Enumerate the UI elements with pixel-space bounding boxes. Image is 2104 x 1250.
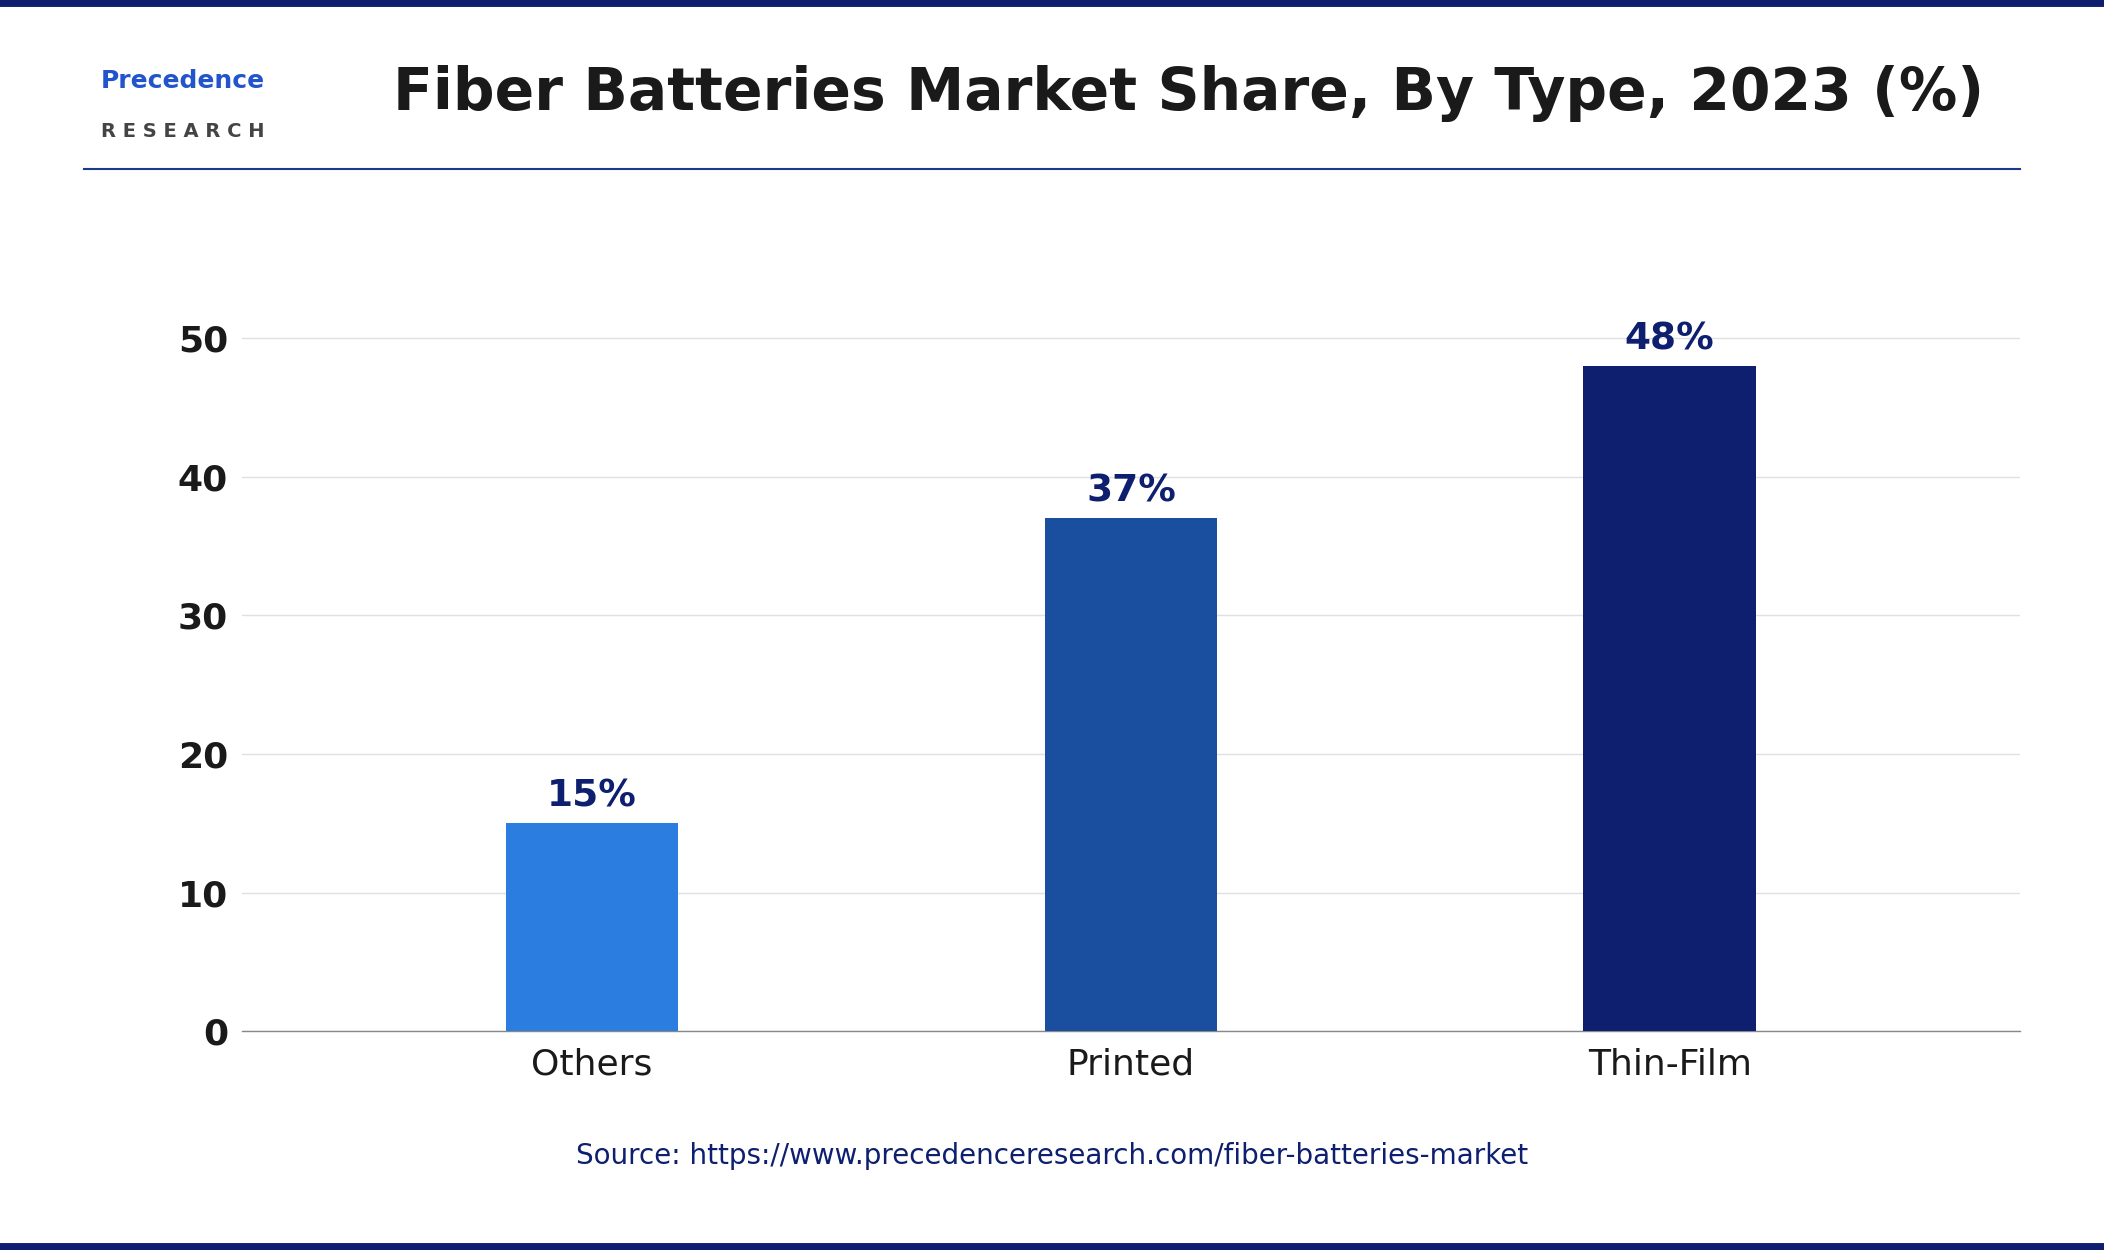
Text: Precedence: Precedence: [101, 69, 265, 94]
Bar: [1584, 366, 1757, 1031]
Text: 48%: 48%: [1624, 321, 1715, 357]
Text: R E S E A R C H: R E S E A R C H: [101, 121, 265, 141]
Bar: [1046, 519, 1216, 1031]
Text: Fiber Batteries Market Share, By Type, 2023 (%): Fiber Batteries Market Share, By Type, 2…: [393, 65, 1984, 122]
Bar: [505, 824, 677, 1031]
Text: 37%: 37%: [1086, 474, 1176, 510]
Text: Source: https://www.precedenceresearch.com/fiber-batteries-market: Source: https://www.precedenceresearch.c…: [576, 1142, 1528, 1170]
Text: 15%: 15%: [547, 779, 638, 815]
